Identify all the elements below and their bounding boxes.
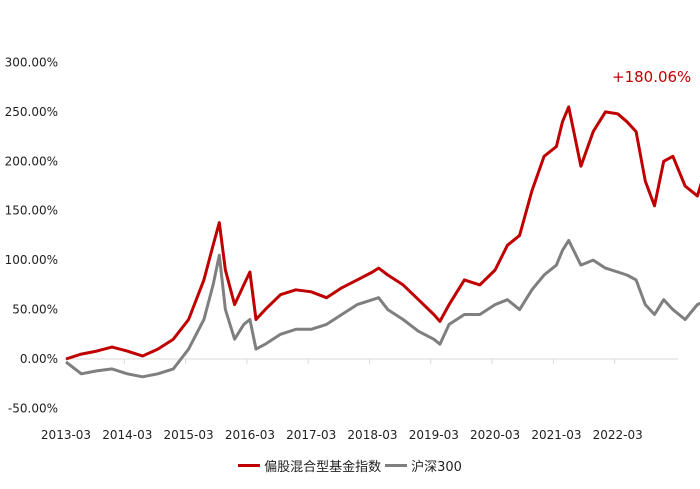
y-tick-label: -50.00% — [8, 401, 58, 415]
series-line-fund-index — [65, 105, 700, 361]
legend-item-hs300: 沪深300 — [385, 456, 462, 475]
y-tick-label: 150.00% — [5, 204, 58, 218]
legend-swatch-red — [238, 464, 261, 467]
series-line-hs300 — [65, 238, 700, 379]
legend-swatch-gray — [385, 464, 408, 467]
y-tick-label: 100.00% — [5, 253, 58, 267]
y-tick-label: 0.00% — [20, 352, 58, 366]
legend-item-fund-index: 偏股混合型基金指数 — [238, 456, 381, 475]
y-axis: 300.00% 250.00% 200.00% 150.00% 100.00% 50.00… — [5, 55, 58, 415]
x-tick-label: 2017-03 — [286, 428, 336, 442]
end-value-annotation: +180.06% — [612, 68, 691, 86]
x-tick-label: 2016-03 — [225, 428, 275, 442]
x-tick-label: 2013-03 — [41, 428, 91, 442]
x-tick-label: 2021-03 — [531, 428, 581, 442]
y-tick-label: 50.00% — [12, 303, 58, 317]
x-tick-label: 2019-03 — [409, 428, 459, 442]
x-tick-label: 2022-03 — [593, 428, 643, 442]
x-tick-label: 2014-03 — [102, 428, 152, 442]
x-axis: 2013-03 2014-03 2015-03 2016-03 2017-03 2018-… — [41, 359, 643, 442]
y-tick-label: 300.00% — [5, 55, 58, 69]
y-tick-label: 200.00% — [5, 154, 58, 168]
x-tick-label: 2020-03 — [470, 428, 520, 442]
legend: 偏股混合型基金指数 沪深300 — [0, 456, 700, 475]
legend-label: 偏股混合型基金指数 — [264, 460, 382, 475]
y-tick-label: 250.00% — [5, 105, 58, 119]
legend-label: 沪深300 — [411, 460, 462, 475]
x-tick-label: 2018-03 — [347, 428, 397, 442]
x-tick-label: 2015-03 — [164, 428, 214, 442]
